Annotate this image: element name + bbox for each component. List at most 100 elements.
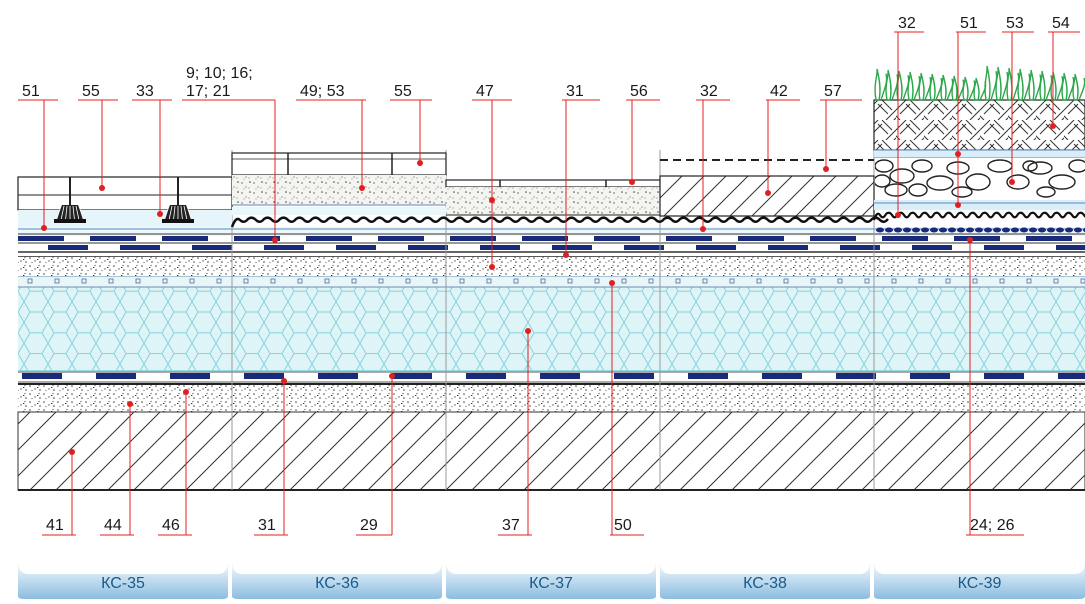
callout-label-bottom-41: 41 <box>46 517 64 534</box>
separation-cell <box>108 278 114 284</box>
tabs-group: КС-35 КС-36 КС-37 КС-38 КС-39 <box>18 560 1085 599</box>
vapor-barrier-dash <box>984 373 1024 379</box>
callout-label-42: 42 <box>770 83 788 100</box>
separation-cell <box>675 278 681 284</box>
tab-background <box>18 560 228 599</box>
vapor-barrier-dash <box>762 373 802 379</box>
root-barrier-bump <box>885 227 893 233</box>
separation-cell <box>81 278 87 284</box>
separation-cell <box>486 278 492 284</box>
drainage-membrane-wave <box>230 216 889 228</box>
leader-dot <box>1009 179 1015 185</box>
callout-label-9-10-16-: 9; 10; 16; <box>186 65 253 82</box>
separation-cell <box>189 278 195 284</box>
vapor-barrier-dash <box>392 373 432 379</box>
vapor-barrier-dash <box>244 373 284 379</box>
separation-cell <box>540 278 546 284</box>
waterproof-dash-upper <box>1026 236 1072 241</box>
separation-cell <box>1053 278 1059 284</box>
separation-cell <box>27 278 33 284</box>
waterproof-dash-lower <box>768 245 808 250</box>
root-barrier-bump <box>1056 227 1064 233</box>
separation-cell <box>972 278 978 284</box>
separation-cell <box>837 278 843 284</box>
vapor-barrier-dash <box>96 373 136 379</box>
tile-row-ks35 <box>17 176 233 211</box>
section-tab: КС-37 <box>446 560 656 599</box>
waterproof-dash-lower <box>912 245 952 250</box>
leader-dot <box>765 190 771 196</box>
waterproof-dash-upper <box>162 236 208 241</box>
separation-cell <box>378 278 384 284</box>
root-barrier-bump <box>975 227 983 233</box>
separation-cell <box>621 278 627 284</box>
root-barrier-bump <box>966 227 974 233</box>
callout-label-56: 56 <box>630 83 648 100</box>
root-barrier-bump <box>993 227 1001 233</box>
gravel-ks37 <box>446 187 660 215</box>
leader-dot <box>525 328 531 334</box>
leader-dot <box>183 389 189 395</box>
callout-label-53: 53 <box>1006 15 1024 32</box>
leader-dot <box>272 237 278 243</box>
decor-group <box>17 65 1085 233</box>
vapor-barrier-dash <box>1058 373 1085 379</box>
leader-dot <box>895 212 901 218</box>
root-barrier-bump <box>912 227 920 233</box>
separation-cell <box>459 278 465 284</box>
waterproof-dash-upper <box>234 236 280 241</box>
paving-slabs-ks36 <box>231 152 447 176</box>
separation-cell <box>864 278 870 284</box>
separation-cell <box>351 278 357 284</box>
root-barrier-bump <box>1038 227 1046 233</box>
separation-cell <box>405 278 411 284</box>
callout-label-17-21: 17; 21 <box>186 83 231 100</box>
separation-cell <box>324 278 330 284</box>
callout-label-47: 47 <box>476 83 494 100</box>
waterproof-dash-lower <box>120 245 160 250</box>
leader-dot <box>1050 123 1056 129</box>
thin-tiles-ks37 <box>445 179 661 188</box>
root-barrier-bump <box>930 227 938 233</box>
drain-stones-ks39 <box>875 158 1085 200</box>
waterproof-dash-upper <box>594 236 640 241</box>
layers-group <box>17 150 1085 491</box>
vapor-barrier-dash <box>318 373 358 379</box>
waterproof-dash-upper <box>378 236 424 241</box>
tab-label: КС-38 <box>743 575 787 592</box>
tab-label: КС-36 <box>315 575 359 592</box>
callout-label-bottom-46: 46 <box>162 517 180 534</box>
waterproof-dash-lower <box>696 245 736 250</box>
separation-cell <box>702 278 708 284</box>
separation-cell <box>216 278 222 284</box>
leader-dot <box>69 449 75 455</box>
root-barrier-bump <box>1074 227 1082 233</box>
waterproof-dash-upper <box>738 236 784 241</box>
root-barrier-bump <box>1029 227 1037 233</box>
root-barrier-bump <box>984 227 992 233</box>
separation-cell <box>54 278 60 284</box>
tab-label: КС-37 <box>529 575 573 592</box>
tab-background <box>660 560 870 599</box>
separation-cell <box>432 278 438 284</box>
callout-label-32: 32 <box>898 15 916 32</box>
waterproof-dash-upper <box>882 236 928 241</box>
stone <box>1048 174 1076 190</box>
separation-cell <box>648 278 654 284</box>
root-barrier-bump <box>894 227 902 233</box>
filter2-ks39 <box>874 200 1085 210</box>
vapor-barrier-dash <box>466 373 506 379</box>
geo-band-ks36 <box>232 207 446 215</box>
separation-cell <box>891 278 897 284</box>
root-barrier-bump <box>1011 227 1019 233</box>
callout-label-49-53: 49; 53 <box>300 83 345 100</box>
separation-cell <box>297 278 303 284</box>
separation-cell <box>783 278 789 284</box>
air-gap-ks35 <box>18 210 232 227</box>
callout-label-54: 54 <box>1052 15 1070 32</box>
tab-label: КС-39 <box>958 575 1002 592</box>
separation-cell <box>594 278 600 284</box>
waterproof-dash-upper <box>522 236 568 241</box>
callout-label-bottom-44: 44 <box>104 517 122 534</box>
stone <box>884 183 908 197</box>
